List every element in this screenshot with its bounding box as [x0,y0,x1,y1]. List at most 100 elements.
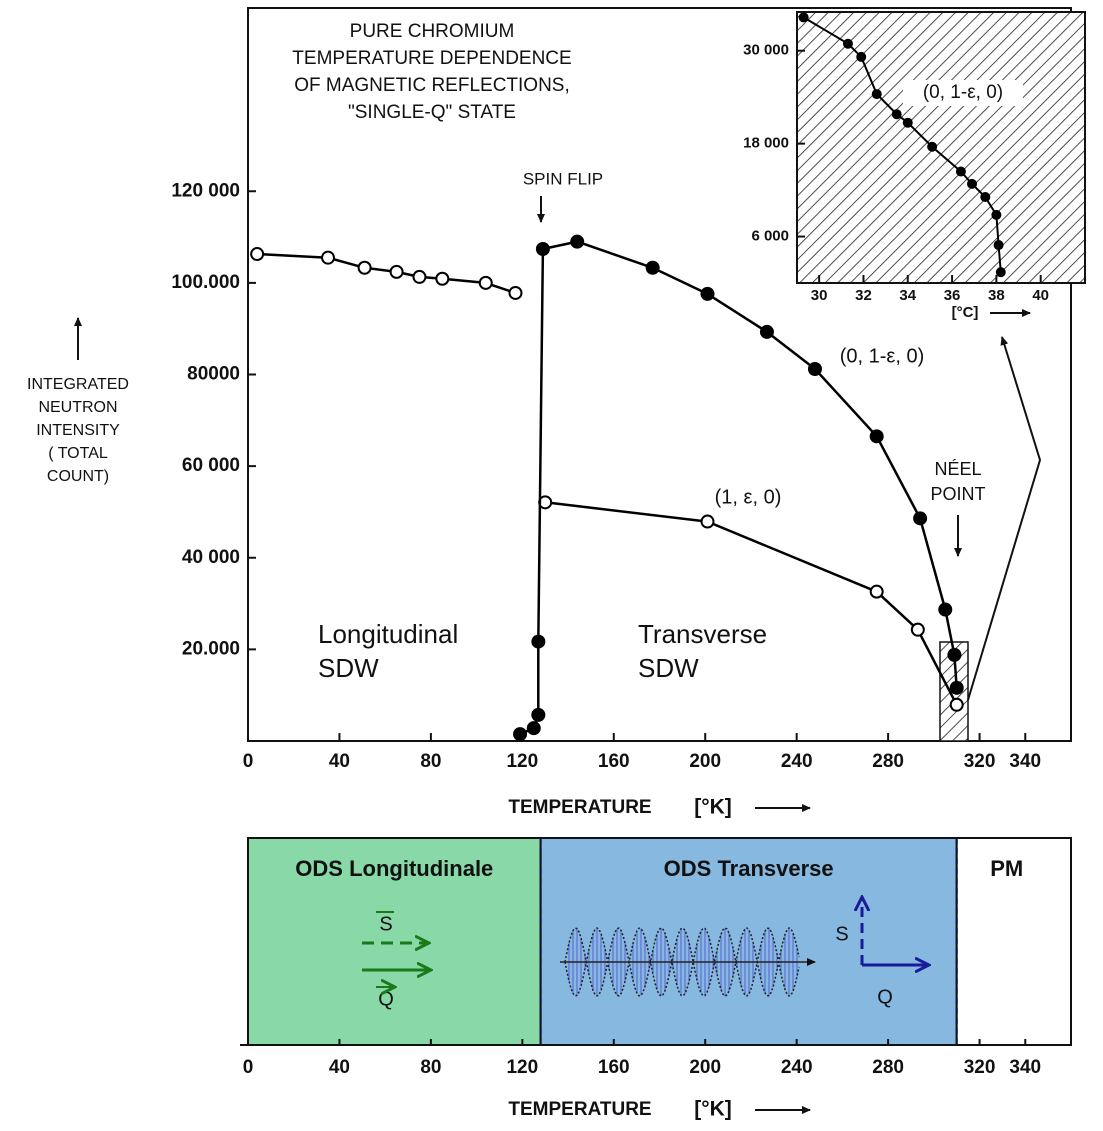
annotation: Longitudinal [318,619,458,649]
phase-label: ODS Transverse [664,856,834,881]
x-tick-label: 0 [243,751,254,772]
symbol: Q [378,988,394,1010]
x-tick-label: 200 [689,1057,721,1078]
data-point [991,209,1002,220]
data-point [995,267,1006,278]
data-point [949,680,964,695]
y-axis-label: COUNT) [47,468,109,485]
annotation: Transverse [638,619,767,649]
x-tick-label: 280 [872,751,904,772]
x-axis-unit: [°K] [694,796,732,819]
x-tick-label: 340 [1009,1057,1041,1078]
x-tick-label: 280 [872,1057,904,1078]
y-tick-label: 20.000 [182,638,240,659]
data-point [508,285,523,300]
y-axis-label: INTENSITY [36,422,120,439]
x-tick-label: 340 [1009,751,1041,772]
data-point [759,324,774,339]
x-tick-label: 38 [988,287,1005,304]
data-point [250,247,265,262]
annotation: POINT [930,484,985,504]
x-tick-label: 30 [811,287,828,304]
data-point [869,429,884,444]
data-point [980,192,991,203]
vector-bar [376,911,394,987]
series-label: (1, ε, 0) [715,486,782,508]
data-point [478,275,493,290]
data-point [570,234,585,249]
data-point [357,260,372,275]
y-tick-label: 120 000 [171,180,240,201]
data-point [513,727,528,742]
symbol: S [835,923,848,945]
x-axis-label: TEMPERATURE [508,797,651,818]
x-tick-label: 240 [781,1057,813,1078]
zoom-arrow [967,336,1042,701]
data-point [526,721,541,736]
chart-title: "SINGLE-Q" STATE [348,102,516,123]
data-point [321,250,336,265]
wave [564,927,800,997]
symbol: S [379,913,392,935]
wave [564,927,800,997]
annotation: NÉEL [934,459,981,479]
data-point [947,647,962,662]
data-point [412,269,427,284]
data-point [389,264,404,279]
data-point [993,240,1004,251]
annotation: SPIN FLIP [523,169,603,188]
series-label: (0, 1-ε, 0) [923,82,1003,103]
annotation: SDW [318,653,379,683]
data-point [913,511,928,526]
x-tick-label: 120 [506,1057,538,1078]
y-axis-label: NEUTRON [38,399,117,416]
data-point [807,362,822,377]
chart-title: PURE CHROMIUM [350,21,515,42]
y-tick-label: 40 000 [182,547,240,568]
data-point [902,117,913,128]
label-bg [903,80,1023,106]
series-line [545,501,958,706]
data-point [700,514,715,529]
x-axis-unit: [°K] [694,1098,732,1121]
x-tick-label: 40 [1032,287,1049,304]
x-tick-label: 240 [781,751,813,772]
data-point [871,89,882,100]
data-point [645,260,660,275]
data-point [435,271,450,286]
x-tick-label: 0 [243,1057,254,1078]
y-tick-label: 30 000 [743,42,789,59]
series-line [257,252,516,295]
data-point [955,166,966,177]
x-tick-label: 40 [329,1057,350,1078]
inset-x-label: [°C] [952,304,979,321]
y-tick-label: 18 000 [743,135,789,152]
data-point [910,622,925,637]
x-tick-label: 32 [855,287,872,304]
data-point [869,584,884,599]
inset-frame [796,11,1086,284]
phase-band [247,837,542,1046]
data-point [927,141,938,152]
y-axis-label: ( TOTAL [48,445,108,462]
data-point [949,697,964,712]
x-tick-label: 80 [420,1057,441,1078]
data-point [535,241,550,256]
data-point [798,12,809,23]
y-tick-label: 6 000 [751,228,789,245]
x-tick-label: 80 [420,751,441,772]
phase-label: PM [990,856,1023,881]
x-tick-label: 40 [329,751,350,772]
series-label: (0, 1-ε, 0) [840,345,925,367]
data-point [891,109,902,120]
x-axis-label: TEMPERATURE [508,1099,651,1120]
y-tick-label: 60 000 [182,455,240,476]
x-tick-label: 120 [506,751,538,772]
data-point [531,707,546,722]
phase-label: ODS Longitudinale [295,856,493,881]
x-tick-label: 320 [964,1057,996,1078]
phase-band [955,837,1073,1046]
symbol: Q [877,986,893,1008]
data-point [938,602,953,617]
